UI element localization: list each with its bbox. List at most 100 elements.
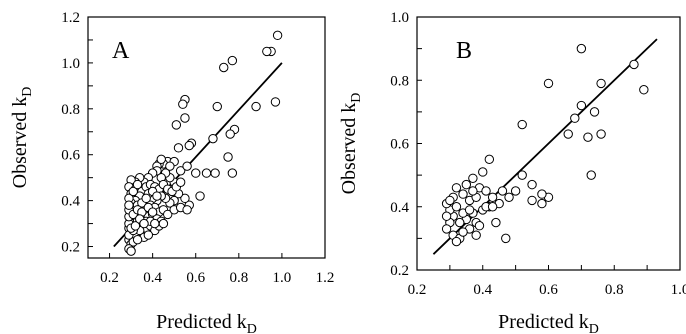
data-point [163,209,173,220]
x-axis-title-subscript: D [247,322,257,334]
data-point [156,154,166,165]
data-point [210,168,220,178]
data-point [182,161,192,171]
data-point [517,170,527,180]
data-point [461,179,472,190]
data-point [152,191,162,201]
data-point [596,129,606,139]
x-tick-label: 1.0 [273,270,292,286]
data-point [491,217,501,228]
data-point [441,211,452,221]
y-tick-label: 0.6 [390,137,409,153]
data-point [124,200,134,210]
data-point [178,99,188,109]
data-point [272,30,283,41]
data-point [639,85,649,95]
data-point [474,221,485,231]
x-tick-label: 0.4 [473,282,492,298]
x-axis-title-main: Predicted k [156,311,247,333]
data-point [171,120,182,130]
data-point [180,193,190,204]
data-point [219,62,229,73]
y-axis-title: Observed kD [338,93,364,195]
data-point [173,143,184,153]
data-point [141,193,151,204]
data-point [227,55,238,66]
y-tick-label: 0.6 [61,148,80,164]
data-point [629,59,639,70]
x-tick-label: 0.2 [100,270,119,286]
x-tick-label: 0.2 [408,282,427,298]
data-point [497,186,508,196]
data-point [517,119,527,130]
data-point [225,129,235,139]
plot-frame [87,16,326,259]
y-tick-label: 0.4 [61,194,80,210]
y-tick-label: 0.2 [61,240,80,256]
x-tick-label: 1.2 [316,270,335,286]
data-point [464,205,475,215]
y-axis-title-main: Observed k [9,97,31,189]
data-point [132,234,143,245]
data-point [570,113,580,123]
data-point [455,217,465,228]
data-point [132,179,143,190]
data-point [537,198,547,209]
data-point [481,186,491,196]
y-axis-title-subscript: D [349,93,364,103]
data-point [576,100,587,111]
y-axis-title-main: Observed k [338,103,360,195]
data-point [212,101,222,112]
y-tick-label: 0.2 [390,263,409,279]
panel-b: 0.2 0.4 0.6 0.8 1.0 0.2 0.4 0.6 0.8 1.0 B Predicted… [338,10,686,334]
data-point [527,195,537,206]
data-point [445,195,455,206]
data-point [583,132,593,142]
data-point [576,43,587,54]
y-tick-label: 0.8 [61,102,80,118]
data-point [487,202,498,212]
data-point [504,192,514,202]
x-tick-label: 0.6 [186,270,205,286]
data-point [251,101,261,112]
data-point [130,221,141,231]
y-tick-label: 1.2 [61,10,80,26]
data-point [451,202,462,212]
x-tick-label: 0.8 [605,282,624,298]
data-point [589,107,600,117]
panel-label: A [112,38,130,64]
data-point [484,154,495,165]
data-point [596,78,606,89]
data-point [182,205,192,215]
data-point [126,246,136,256]
data-point [586,170,596,180]
y-axis-title-subscript: D [20,87,35,97]
data-point [451,236,462,247]
data-point [468,186,478,196]
y-tick-label: 1.0 [61,56,80,72]
y-axis-title: Observed kD [9,87,35,189]
x-tick-label: 0.8 [229,270,248,286]
data-point [223,152,233,162]
data-point [143,230,154,240]
data-point [527,179,537,190]
data-point [147,207,158,217]
x-tick-label: 0.6 [539,282,558,298]
data-point [458,227,468,237]
data-point [501,233,511,244]
x-axis-title-main: Predicted k [498,311,589,333]
data-point [175,166,186,176]
y-tick-label: 0.4 [390,200,409,216]
data-point [150,218,160,229]
x-axis-title: Predicted kD [498,311,599,334]
panel-label: B [456,38,472,64]
data-point [191,168,201,178]
data-point [451,183,462,193]
data-point [543,78,554,89]
data-point [441,224,452,234]
y-tick-label: 0.8 [390,73,409,89]
data-point [262,46,272,57]
data-point [487,192,498,202]
data-point [165,161,175,171]
